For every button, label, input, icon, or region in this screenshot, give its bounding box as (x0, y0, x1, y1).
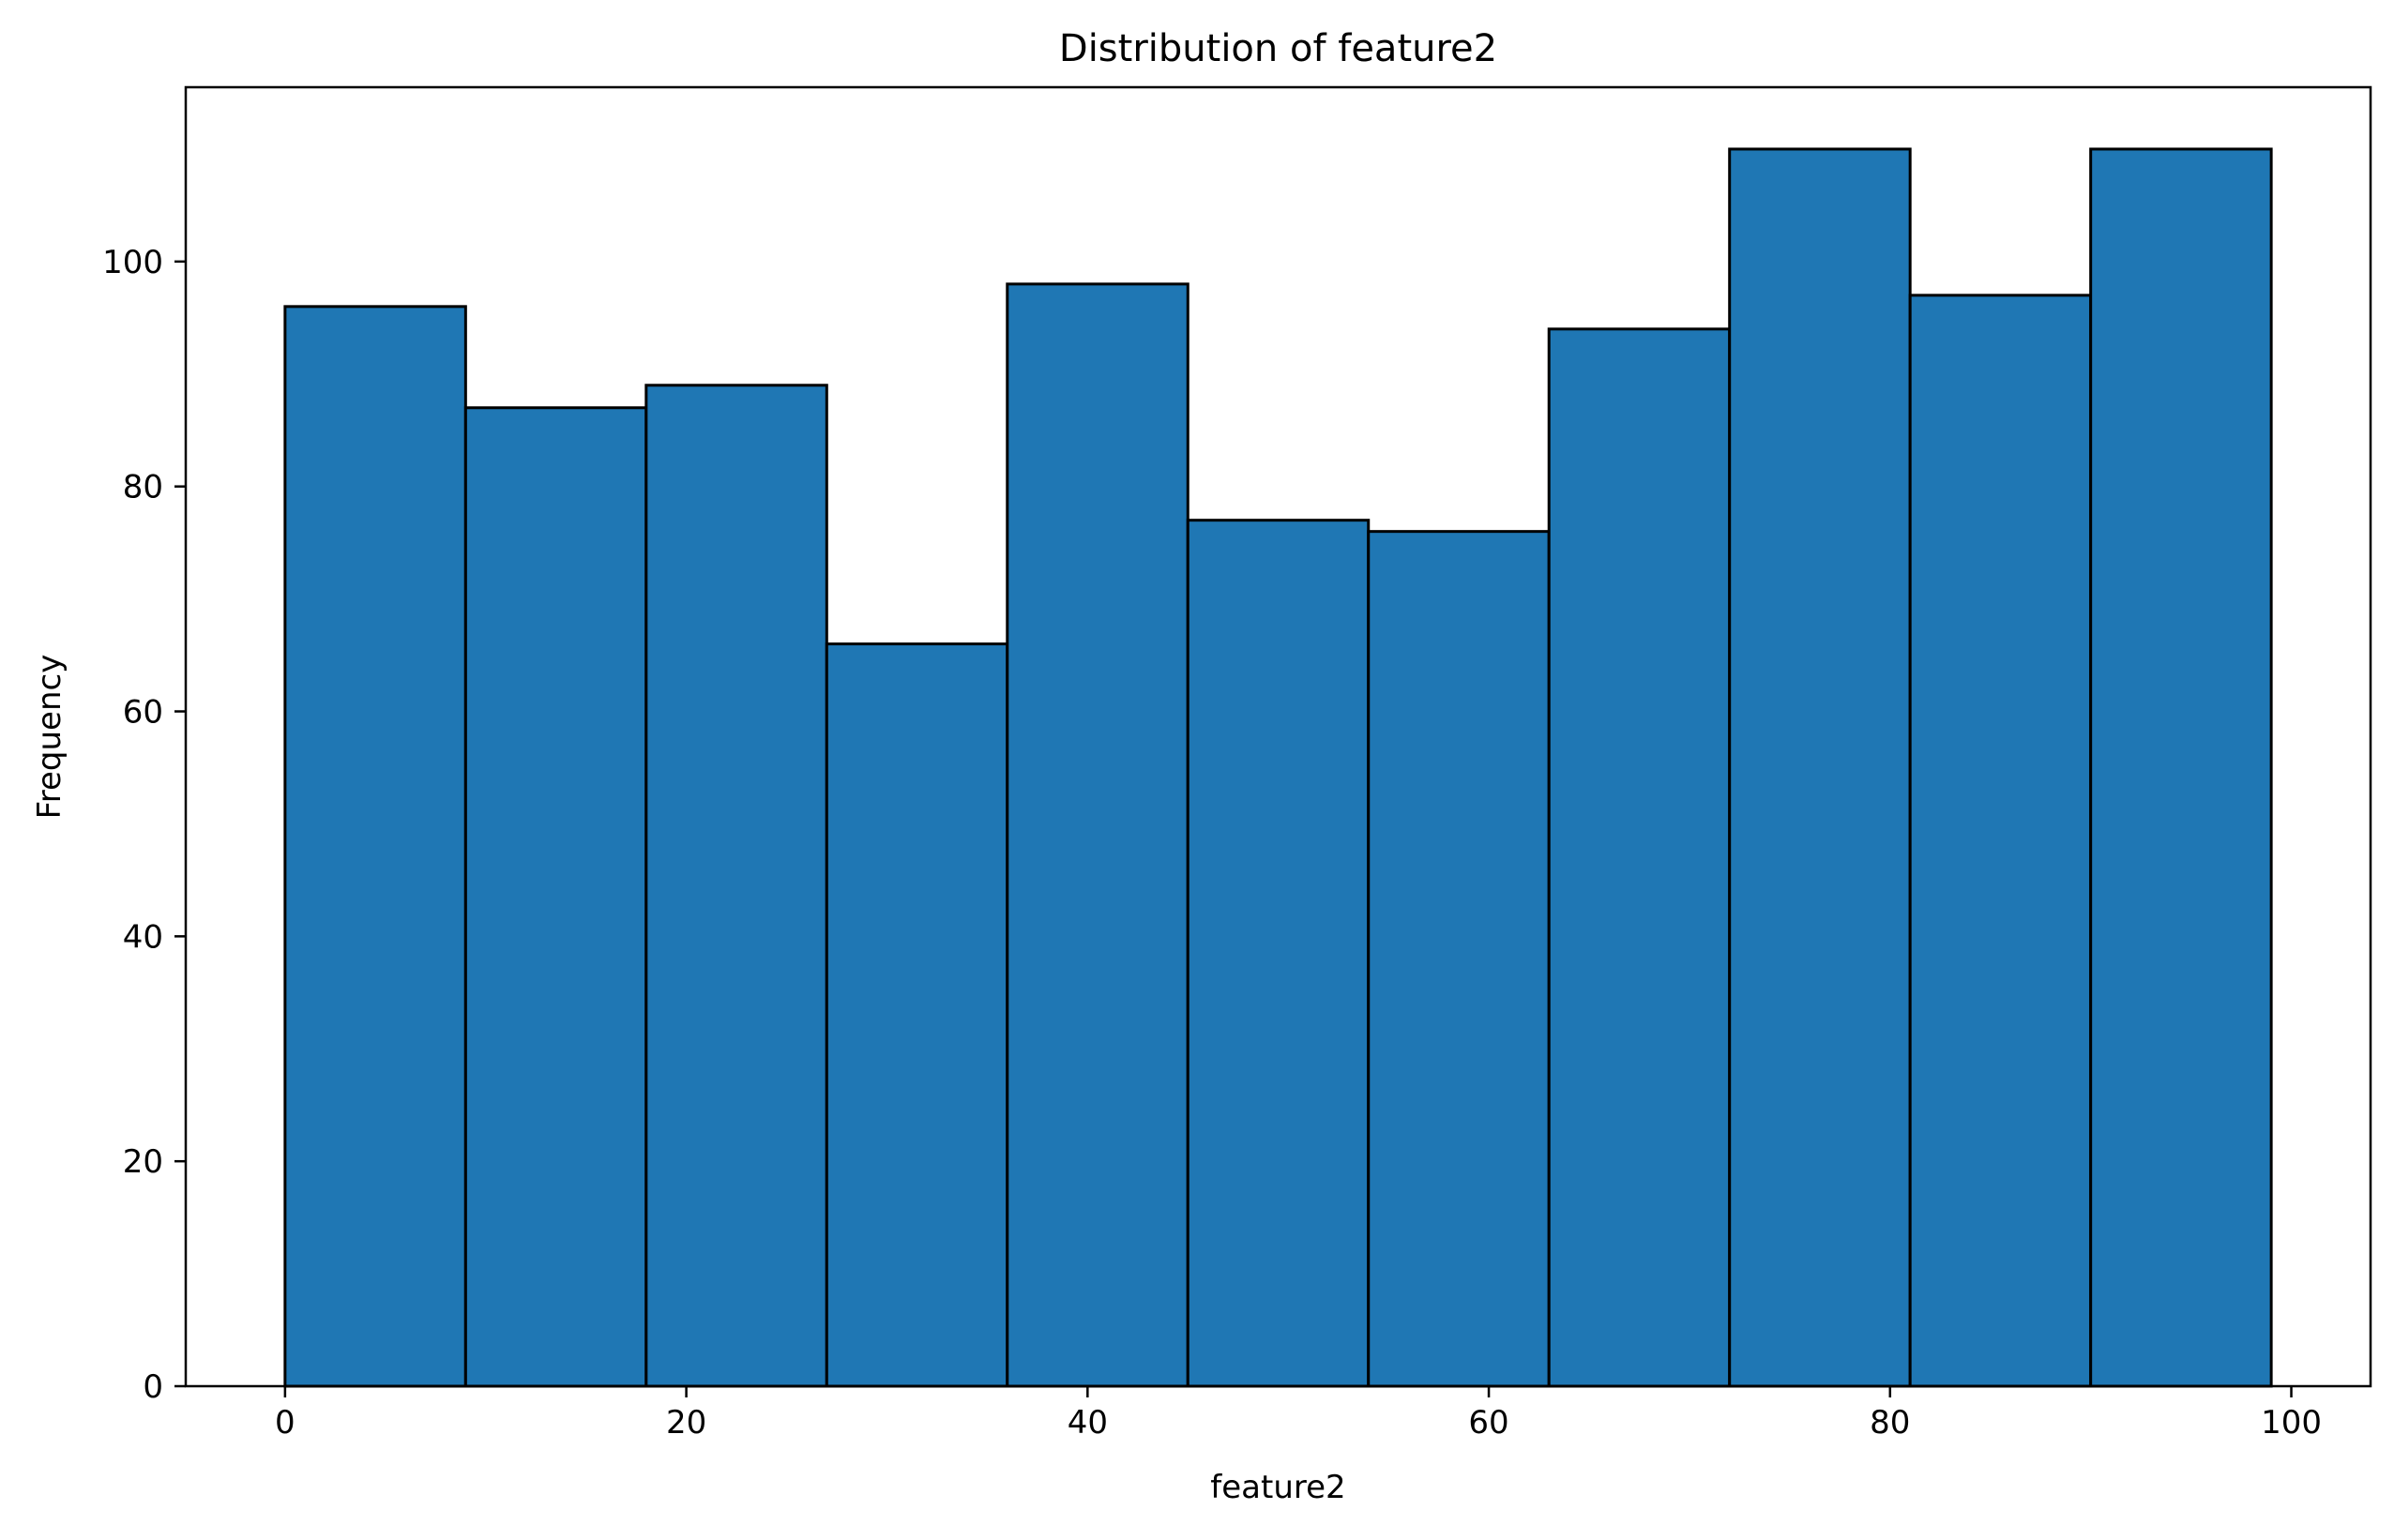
histogram-bar (1006, 282, 1189, 1388)
y-tick-label: 40 (123, 918, 163, 956)
x-tick-label: 100 (2261, 1404, 2322, 1442)
x-tick-label: 80 (1870, 1404, 1910, 1442)
histogram-bar (1908, 294, 2093, 1388)
y-tick-label: 20 (123, 1143, 163, 1181)
x-axis-ticks: 0 20 40 60 80 100 (275, 1386, 2322, 1442)
x-tick-label: 40 (1068, 1404, 1108, 1442)
x-tick-label: 60 (1468, 1404, 1508, 1442)
y-axis-label: Frequency (31, 655, 68, 820)
y-axis-ticks: 0 20 40 60 80 100 (102, 244, 186, 1406)
histogram-bar (463, 406, 648, 1388)
bars-layer (283, 147, 2273, 1388)
y-tick-label: 80 (123, 469, 163, 506)
y-tick-label: 60 (123, 694, 163, 732)
y-tick-label: 100 (102, 244, 163, 281)
x-axis-label: feature2 (1210, 1469, 1345, 1506)
histogram-bar (644, 384, 828, 1388)
histogram-bar (1367, 530, 1551, 1388)
histogram-bar (825, 642, 1009, 1388)
histogram-bar (283, 305, 467, 1388)
axes-layer (184, 85, 2372, 1388)
histogram-bar (2089, 147, 2273, 1388)
plot-frame (184, 85, 2372, 1388)
histogram-bar (1728, 147, 1912, 1388)
chart-title: Distribution of feature2 (1059, 27, 1497, 70)
x-tick-label: 0 (275, 1404, 295, 1442)
histogram-bar (1547, 327, 1732, 1388)
x-tick-label: 20 (666, 1404, 706, 1442)
y-tick-label: 0 (143, 1368, 163, 1406)
histogram-bar (1186, 519, 1371, 1388)
